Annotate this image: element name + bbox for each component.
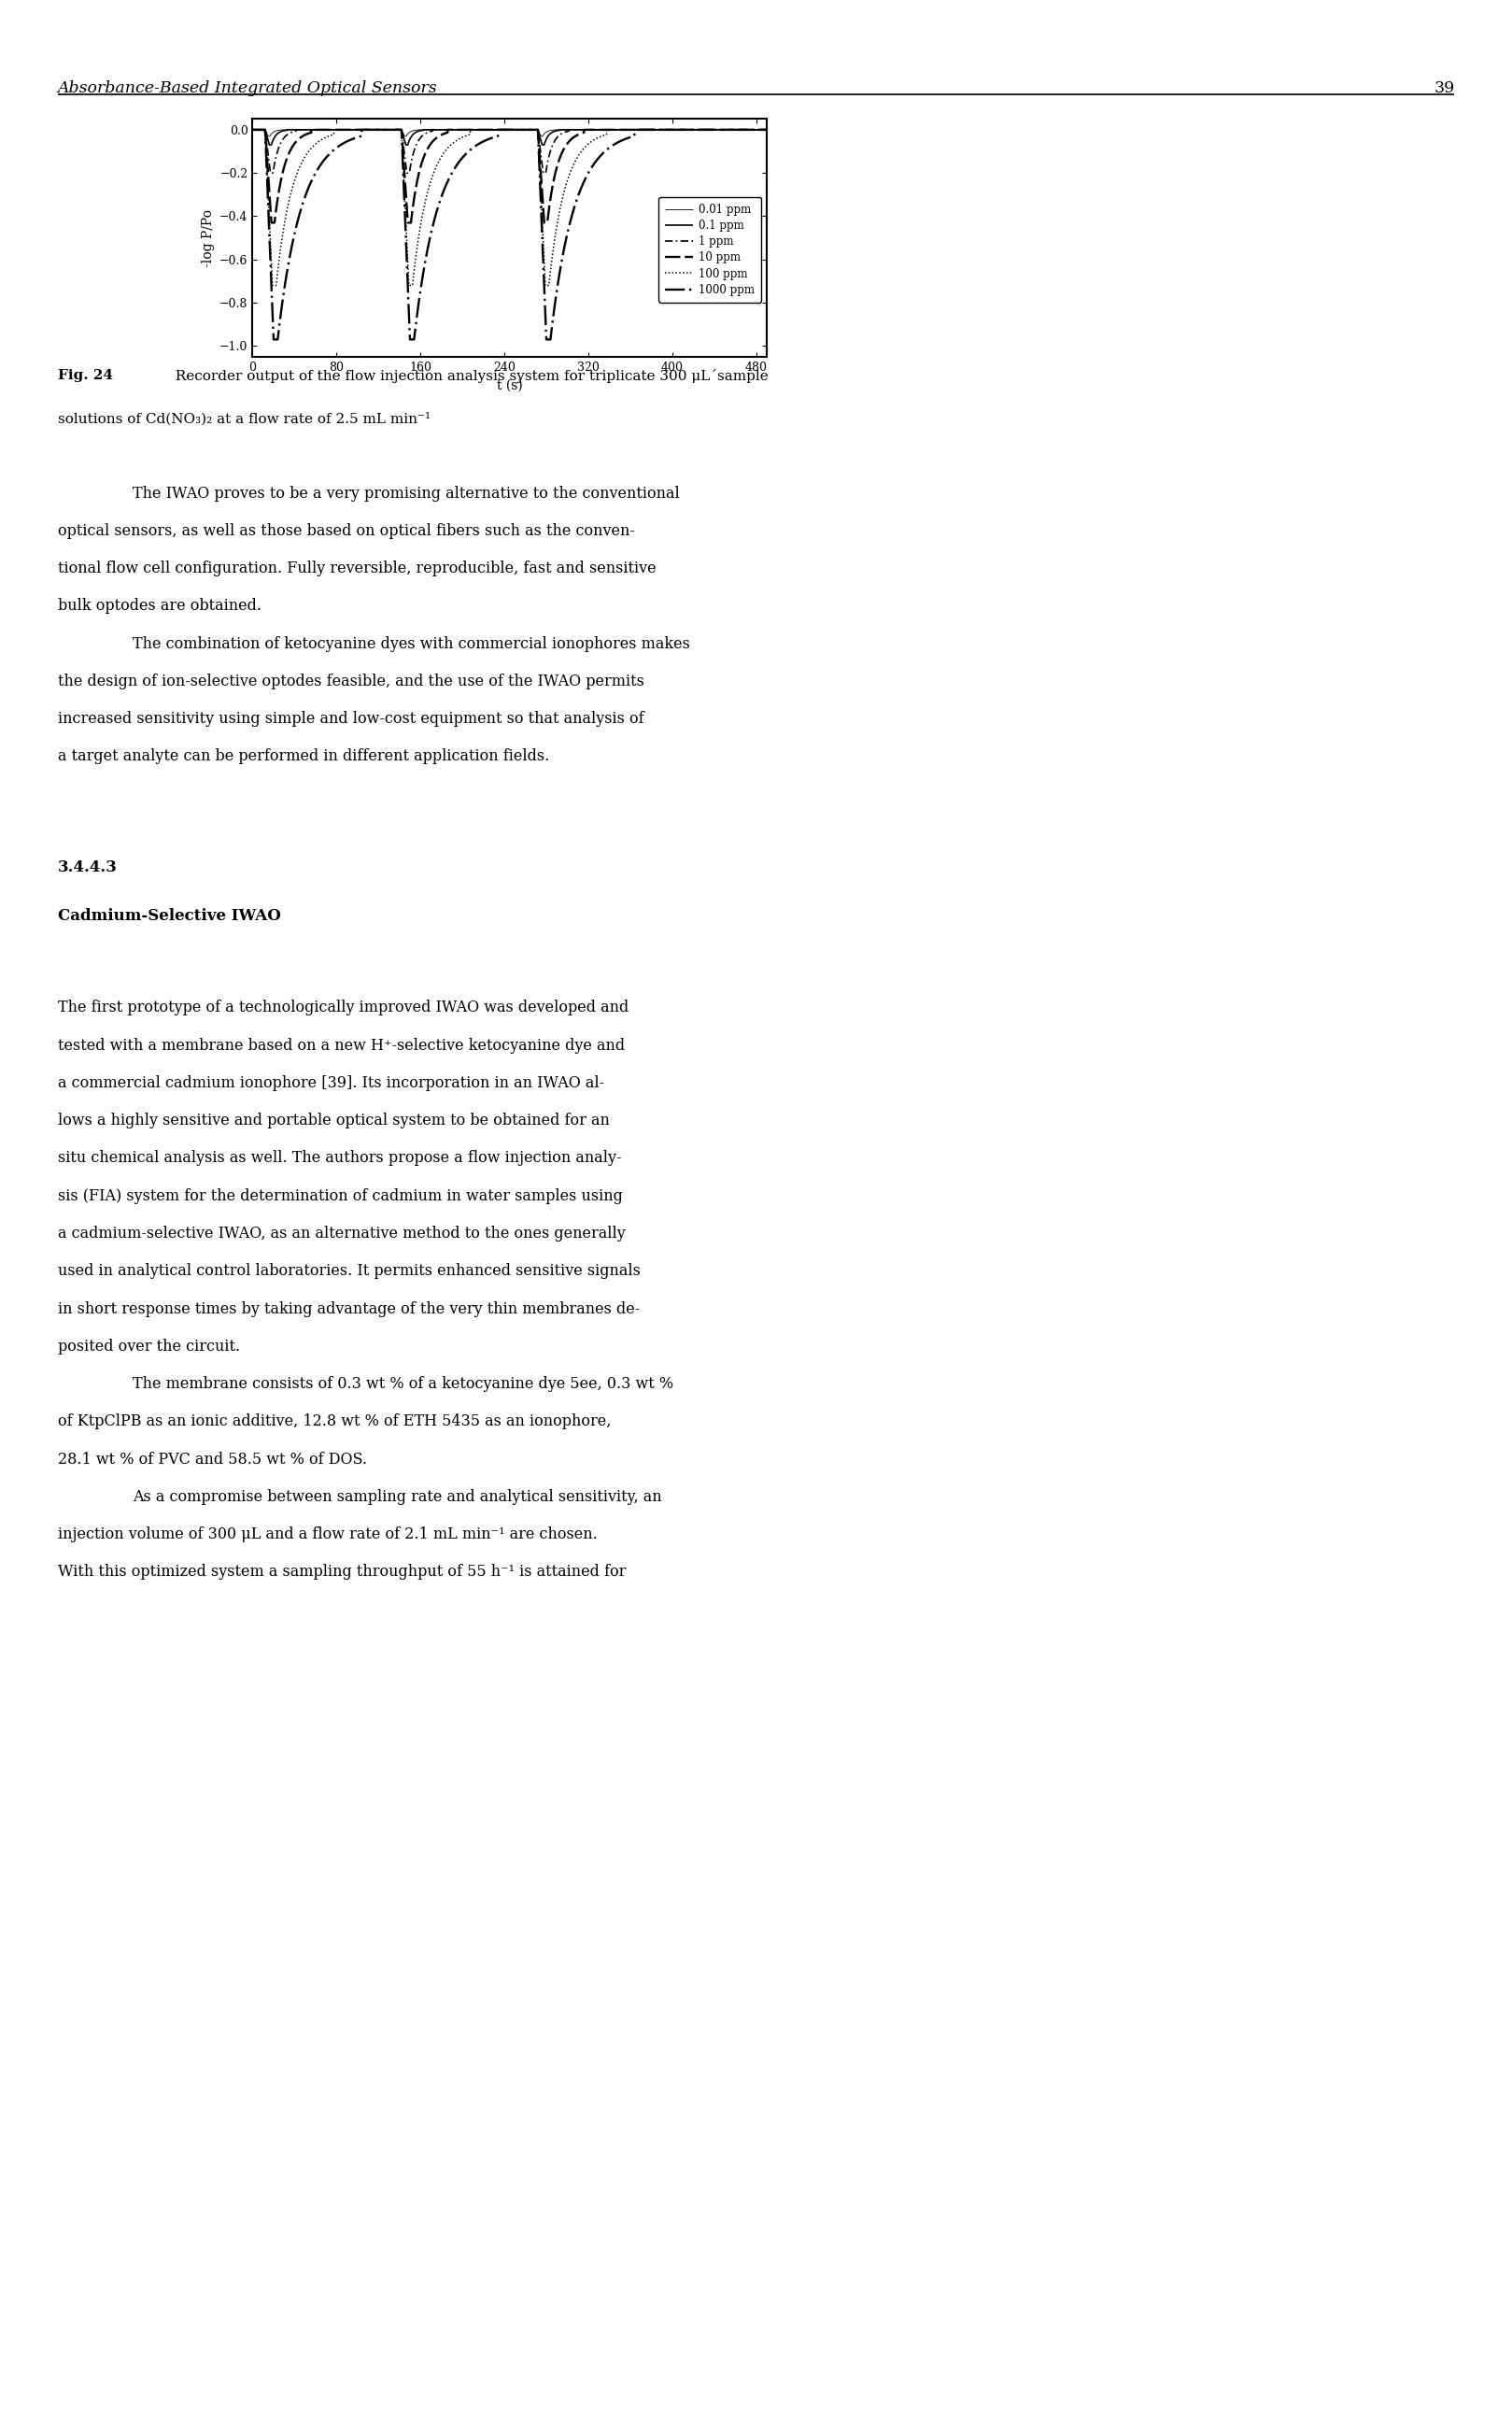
100 ppm <box>652 114 670 143</box>
10 ppm <box>758 114 776 143</box>
1000 ppm <box>429 189 448 218</box>
Text: lows a highly sensitive and portable optical system to be obtained for an: lows a highly sensitive and portable opt… <box>57 1112 609 1129</box>
10 ppm <box>570 119 588 148</box>
Text: solutions of Cd(NO₃)₂ at a flow rate of 2.5 mL min⁻¹: solutions of Cd(NO₃)₂ at a flow rate of … <box>57 413 431 427</box>
1000 ppm <box>265 325 283 354</box>
Text: tested with a membrane based on a new H⁺-selective ketocyanine dye and: tested with a membrane based on a new H⁺… <box>57 1039 624 1053</box>
0.1 ppm <box>624 114 643 143</box>
0.01 ppm <box>547 114 565 143</box>
100 ppm <box>624 114 643 143</box>
100 ppm <box>758 114 776 143</box>
0.1 ppm <box>652 114 670 143</box>
Text: a commercial cadmium ionophore [39]. Its incorporation in an IWAO al-: a commercial cadmium ionophore [39]. Its… <box>57 1075 603 1092</box>
0.01 ppm <box>758 114 776 143</box>
Text: The combination of ketocyanine dyes with commercial ionophores makes: The combination of ketocyanine dyes with… <box>133 636 691 653</box>
Line: 1 ppm: 1 ppm <box>253 129 767 172</box>
Text: 39: 39 <box>1433 80 1455 97</box>
1 ppm <box>547 124 565 153</box>
1000 ppm <box>269 318 287 347</box>
Text: increased sensitivity using simple and low-cost equipment so that analysis of: increased sensitivity using simple and l… <box>57 711 644 728</box>
Text: Absorbance-Based Integrated Optical Sensors: Absorbance-Based Integrated Optical Sens… <box>57 80 437 97</box>
100 ppm <box>263 272 281 301</box>
10 ppm <box>243 114 262 143</box>
100 ppm <box>269 250 287 279</box>
10 ppm <box>652 114 670 143</box>
0.01 ppm <box>243 114 262 143</box>
Text: Recorder output of the flow injection analysis system for triplicate 300 μL´samp: Recorder output of the flow injection an… <box>166 369 768 383</box>
1 ppm <box>624 114 643 143</box>
Text: a cadmium-selective IWAO, as an alternative method to the ones generally: a cadmium-selective IWAO, as an alternat… <box>57 1226 624 1243</box>
0.01 ppm <box>259 121 277 150</box>
Text: situ chemical analysis as well. The authors propose a flow injection analy-: situ chemical analysis as well. The auth… <box>57 1150 621 1167</box>
Text: the design of ion-selective optodes feasible, and the use of the IWAO permits: the design of ion-selective optodes feas… <box>57 672 644 689</box>
0.1 ppm <box>758 114 776 143</box>
1000 ppm <box>243 114 262 143</box>
Text: 28.1 wt % of PVC and 58.5 wt % of DOS.: 28.1 wt % of PVC and 58.5 wt % of DOS. <box>57 1451 366 1468</box>
Line: 100 ppm: 100 ppm <box>253 129 767 286</box>
0.1 ppm <box>260 131 278 160</box>
10 ppm <box>547 153 565 182</box>
Text: used in analytical control laboratories. It permits enhanced sensitive signals: used in analytical control laboratories.… <box>57 1262 640 1279</box>
Text: As a compromise between sampling rate and analytical sensitivity, an: As a compromise between sampling rate an… <box>133 1490 662 1505</box>
1 ppm <box>243 114 262 143</box>
Line: 0.01 ppm: 0.01 ppm <box>253 129 767 136</box>
1000 ppm <box>624 121 643 150</box>
Text: tional flow cell configuration. Fully reversible, reproducible, fast and sensiti: tional flow cell configuration. Fully re… <box>57 561 656 578</box>
Line: 1000 ppm: 1000 ppm <box>253 129 767 340</box>
Text: The membrane consists of 0.3 wt % of a ketocyanine dye 5ee, 0.3 wt %: The membrane consists of 0.3 wt % of a k… <box>133 1376 674 1393</box>
Text: optical sensors, as well as those based on optical fibers such as the conven-: optical sensors, as well as those based … <box>57 522 635 539</box>
0.1 ppm <box>243 114 262 143</box>
Legend: 0.01 ppm, 0.1 ppm, 1 ppm, 10 ppm, 100 ppm, 1000 ppm: 0.01 ppm, 0.1 ppm, 1 ppm, 10 ppm, 100 pp… <box>659 197 761 303</box>
Line: 10 ppm: 10 ppm <box>253 129 767 223</box>
10 ppm <box>269 180 287 209</box>
10 ppm <box>429 121 448 150</box>
1 ppm <box>652 114 670 143</box>
Text: of KtpClPB as an ionic additive, 12.8 wt % of ETH 5435 as an ionophore,: of KtpClPB as an ionic additive, 12.8 wt… <box>57 1413 611 1430</box>
10 ppm <box>262 209 280 238</box>
1000 ppm <box>652 114 670 143</box>
1000 ppm <box>570 180 588 209</box>
1000 ppm <box>547 277 565 306</box>
1 ppm <box>570 114 588 143</box>
1 ppm <box>758 114 776 143</box>
1 ppm <box>269 133 287 163</box>
0.1 ppm <box>570 114 588 143</box>
10 ppm <box>624 114 643 143</box>
100 ppm <box>547 211 565 240</box>
Text: posited over the circuit.: posited over the circuit. <box>57 1340 240 1354</box>
0.01 ppm <box>624 114 643 143</box>
Text: injection volume of 300 μL and a flow rate of 2.1 mL min⁻¹ are chosen.: injection volume of 300 μL and a flow ra… <box>57 1527 597 1544</box>
0.01 ppm <box>652 114 670 143</box>
X-axis label: t (s): t (s) <box>496 379 523 391</box>
Text: bulk optodes are obtained.: bulk optodes are obtained. <box>57 599 262 614</box>
Text: The first prototype of a technologically improved IWAO was developed and: The first prototype of a technologically… <box>57 1000 629 1017</box>
Text: a target analyte can be performed in different application fields.: a target analyte can be performed in dif… <box>57 748 549 765</box>
1 ppm <box>429 114 448 143</box>
100 ppm <box>570 141 588 170</box>
Text: With this optimized system a sampling throughput of 55 h⁻¹ is attained for: With this optimized system a sampling th… <box>57 1565 626 1580</box>
1 ppm <box>262 158 280 187</box>
Text: The IWAO proves to be a very promising alternative to the conventional: The IWAO proves to be a very promising a… <box>133 485 680 502</box>
0.1 ppm <box>269 119 287 148</box>
1000 ppm <box>758 114 776 143</box>
Text: Cadmium-Selective IWAO: Cadmium-Selective IWAO <box>57 908 281 925</box>
Y-axis label: -log P/Po: -log P/Po <box>201 209 215 267</box>
Line: 0.1 ppm: 0.1 ppm <box>253 129 767 146</box>
0.01 ppm <box>269 116 287 146</box>
0.01 ppm <box>429 114 448 143</box>
0.01 ppm <box>570 114 588 143</box>
0.1 ppm <box>547 116 565 146</box>
Text: Fig. 24: Fig. 24 <box>57 369 112 381</box>
0.1 ppm <box>429 114 448 143</box>
Text: 3.4.4.3: 3.4.4.3 <box>57 859 116 876</box>
Text: in short response times by taking advantage of the very thin membranes de-: in short response times by taking advant… <box>57 1301 640 1318</box>
100 ppm <box>429 148 448 177</box>
100 ppm <box>243 114 262 143</box>
Text: sis (FIA) system for the determination of cadmium in water samples using: sis (FIA) system for the determination o… <box>57 1189 623 1204</box>
